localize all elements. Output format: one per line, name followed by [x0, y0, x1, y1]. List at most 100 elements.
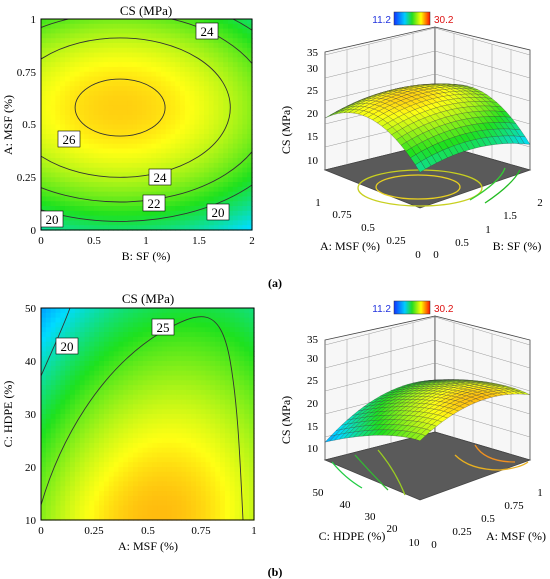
contour-a-label-20-right: 20 [206, 203, 230, 221]
svg-text:22: 22 [148, 196, 161, 211]
surface-a-x-ticks: 0 0.25 0.5 0.75 1 [315, 197, 421, 261]
surface-b-mesh [324, 379, 531, 443]
tick-label: 30 [307, 63, 319, 75]
tick-label: 1.5 [192, 235, 206, 247]
tick-label: 1 [537, 487, 543, 499]
contour-b-label-25: 25 [151, 318, 175, 336]
grid-line [324, 339, 436, 369]
tick-label: 10 [409, 537, 421, 549]
surface-a-legend-min: 11.2 [372, 15, 391, 26]
tick-label: 25 [307, 375, 319, 387]
tick-label: 0.5 [455, 237, 469, 249]
surface-b-x-title: C: HDPE (%) [319, 529, 386, 543]
contour-b-label-20: 20 [55, 337, 79, 355]
grid-line [434, 27, 531, 56]
tick-label: 10 [307, 443, 319, 455]
tick-label: 0 [38, 235, 44, 247]
surface-a-legend: 11.2 30.2 [372, 11, 454, 26]
contour-a-isolines [41, 19, 252, 222]
contour-plot-a: CS (MPa) 24 26 24 22 [1, 3, 255, 263]
tick-label: 50 [25, 303, 37, 315]
contour-b-x-title: A: MSF (%) [118, 539, 178, 553]
grid-line [434, 50, 531, 79]
panel-a: CS (MPa) 24 26 24 22 [1, 3, 543, 290]
contour-a-label-22: 22 [142, 194, 166, 212]
contour-a-title: CS (MPa) [120, 3, 172, 18]
contour-a-heatmap [41, 19, 253, 231]
svg-text:26: 26 [63, 132, 77, 147]
tick-label: 0.5 [141, 525, 155, 537]
contour-a-y-title: A: MSF (%) [1, 95, 15, 155]
grid-line [434, 316, 531, 346]
tick-label: 1 [143, 235, 149, 247]
grid-line [324, 316, 436, 346]
contour-b-frame [40, 307, 255, 521]
surface-b-legend-bar [393, 300, 431, 315]
tick-label: 10 [25, 515, 37, 527]
tick-label: 0.75 [504, 500, 524, 512]
contour-a-y-ticks: 0 0.25 0.5 0.75 1 [17, 14, 37, 237]
surface-plot-a: 11.2 30.2 10 15 20 25 30 [279, 11, 543, 261]
tick-label: 50 [313, 487, 325, 499]
tick-label: 40 [340, 499, 352, 511]
surface-b-y-title: A: MSF (%) [486, 529, 546, 543]
tick-label: 0 [415, 249, 421, 261]
tick-label: 30 [307, 353, 319, 365]
contour-a-labels: 24 26 24 22 20 [40, 22, 230, 228]
tick-label: 35 [307, 47, 319, 59]
tick-label: 40 [25, 356, 37, 368]
surface-a-mesh [324, 83, 531, 173]
isoline [41, 19, 252, 222]
surface-a-y-ticks: 0 0.5 1 1.5 2 [433, 197, 543, 261]
tick-label: 35 [307, 334, 319, 346]
surface-a-z-ticks: 10 15 20 25 30 35 [307, 47, 319, 167]
tick-label: 20 [25, 462, 37, 474]
tick-label: 0.25 [17, 172, 37, 184]
contour-a-x-ticks: 0 0.5 1 1.5 2 [38, 235, 255, 247]
surface-a-legend-bar [393, 11, 431, 26]
panel-b: CS (MPa) 20 25 0 0.25 0.5 [1, 291, 546, 579]
tick-label: 1 [485, 224, 491, 236]
grid-line [324, 362, 436, 392]
tick-label: 1 [315, 197, 321, 209]
surface-b-x-ticks: 10 20 30 40 50 [313, 487, 421, 549]
tick-label: 20 [307, 108, 319, 120]
panel-b-caption: (b) [268, 565, 283, 579]
isoline [41, 19, 252, 203]
surface-b-floor-contours [331, 444, 529, 496]
contour-b-labels: 20 25 [55, 318, 175, 355]
tick-label: 0 [431, 539, 437, 551]
grid-line [324, 27, 436, 56]
tick-label: 2 [537, 197, 543, 209]
contour-plot-b: CS (MPa) 20 25 0 0.25 0.5 [1, 291, 257, 553]
tick-label: 0.25 [386, 235, 406, 247]
tick-label: 0.5 [87, 235, 101, 247]
tick-label: 0.75 [332, 209, 352, 221]
tick-label: 0.5 [481, 513, 495, 525]
svg-text:24: 24 [201, 24, 215, 39]
grid-line [324, 73, 436, 102]
surface-b-legend: 11.2 30.2 [372, 300, 454, 315]
contour-a-x-title: B: SF (%) [122, 249, 171, 263]
contour-a-label-24-bottom: 24 [148, 168, 172, 186]
tick-label: 1 [31, 14, 37, 26]
isoline [41, 37, 231, 178]
surface-a-legend-max: 30.2 [434, 15, 454, 26]
contour-a-label-20-left: 20 [40, 210, 64, 228]
svg-text:20: 20 [46, 212, 59, 227]
tick-label: 2 [249, 235, 255, 247]
surface-a-y-title: B: SF (%) [493, 239, 542, 253]
surface-b-legend-min: 11.2 [372, 304, 391, 315]
tick-label: 30 [25, 409, 37, 421]
tick-label: 30 [365, 511, 377, 523]
surface-b-z-title: CS (MPa) [279, 396, 293, 444]
isoline [74, 78, 166, 137]
tick-label: 25 [307, 85, 319, 97]
contour-b-title: CS (MPa) [122, 291, 174, 306]
surface-facet [415, 161, 426, 173]
svg-text:20: 20 [212, 205, 225, 220]
surface-plot-b: 11.2 30.2 10 15 20 25 [279, 300, 546, 551]
tick-label: 1 [251, 525, 257, 537]
tick-label: 0 [38, 525, 44, 537]
